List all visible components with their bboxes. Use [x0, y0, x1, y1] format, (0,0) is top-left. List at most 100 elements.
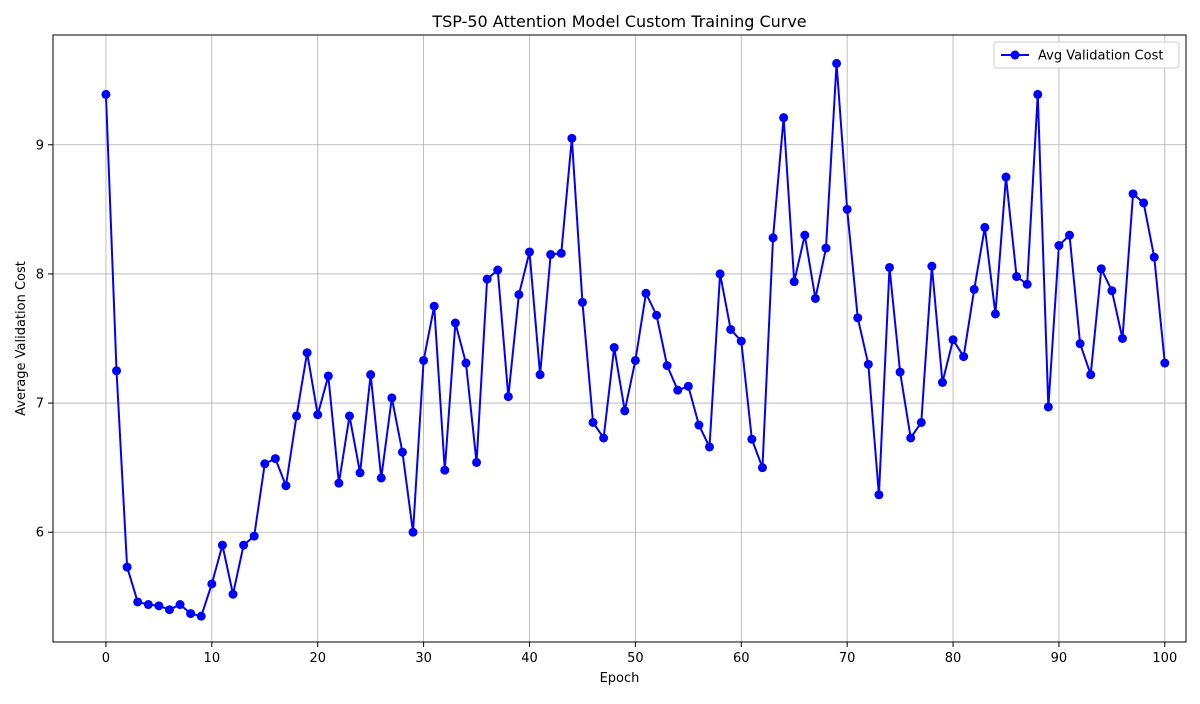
data-point [1033, 89, 1043, 99]
data-point [863, 359, 873, 369]
data-point [366, 370, 376, 380]
legend-box [993, 41, 1180, 69]
data-point [577, 297, 587, 307]
data-point [980, 222, 990, 232]
x-tick-label: 30 [415, 651, 432, 666]
data-point [323, 371, 333, 381]
data-point [1022, 279, 1032, 289]
data-point [270, 454, 280, 464]
data-point [154, 601, 164, 611]
data-point [705, 442, 714, 452]
data-point [609, 343, 619, 353]
data-point [408, 527, 418, 537]
plot-frame [52, 34, 1187, 643]
data-point [1149, 252, 1159, 262]
data-point [726, 324, 736, 334]
legend-label: Avg Validation Cost [1038, 49, 1163, 64]
data-point [1107, 286, 1117, 296]
y-tick-label: 9 [36, 138, 44, 153]
data-point [599, 433, 609, 443]
data-point [344, 411, 354, 421]
y-axis-title: Average Validation Cost [14, 261, 29, 416]
data-point [472, 457, 482, 467]
x-tick-label: 50 [627, 651, 644, 666]
data-point [1043, 402, 1053, 412]
data-point [694, 420, 704, 430]
data-point [990, 309, 1000, 319]
data-point [429, 301, 439, 311]
data-point [821, 243, 831, 253]
data-point [874, 490, 884, 500]
x-tick-label: 40 [521, 651, 538, 666]
data-point [683, 381, 693, 391]
data-point [164, 605, 174, 615]
data-point [397, 447, 407, 457]
data-point [419, 355, 429, 365]
data-point [800, 230, 810, 240]
data-point [440, 465, 450, 475]
x-tick-label: 80 [945, 651, 962, 666]
data-point [630, 355, 640, 365]
data-point [450, 318, 460, 328]
data-point [1096, 264, 1106, 274]
data-point [228, 589, 238, 599]
data-point [1012, 272, 1022, 282]
data-point [387, 393, 397, 403]
data-point [789, 277, 799, 287]
axis-ticks: 0 10 20 30 40 50 60 70 80 90 100 6 7 8 9 [36, 138, 1178, 666]
x-axis-title: Epoch [600, 671, 640, 686]
data-point [207, 579, 217, 589]
data-point [927, 261, 937, 271]
x-tick-label: 70 [839, 651, 856, 666]
y-tick-label: 6 [36, 526, 44, 541]
data-point [1054, 241, 1064, 251]
data-point [535, 370, 545, 380]
data-point [175, 600, 185, 610]
data-point [302, 348, 312, 358]
data-point [281, 481, 291, 491]
data-point [493, 265, 503, 275]
legend: Avg Validation Cost [993, 41, 1180, 69]
data-point [916, 417, 926, 427]
grid [53, 35, 1186, 642]
x-tick-label: 20 [309, 651, 326, 666]
y-tick-label: 8 [36, 267, 44, 282]
data-point [959, 352, 969, 362]
data-point [556, 248, 566, 258]
x-tick-label: 90 [1051, 651, 1068, 666]
data-point [906, 433, 916, 443]
data-point [239, 540, 249, 550]
data-point [143, 600, 153, 610]
data-point [842, 204, 852, 214]
data-point [768, 233, 778, 243]
data-point [1160, 358, 1170, 368]
data-point [620, 406, 630, 416]
series-layer [101, 58, 1170, 621]
data-point [292, 411, 302, 421]
data-point [715, 269, 725, 279]
data-point [1075, 339, 1085, 349]
data-point [133, 597, 143, 607]
data-point [779, 113, 789, 123]
y-tick-label: 7 [36, 397, 44, 412]
data-point [461, 358, 471, 368]
data-point [853, 313, 863, 323]
x-tick-label: 60 [733, 651, 750, 666]
data-point [747, 434, 757, 444]
x-tick-label: 10 [204, 651, 221, 666]
data-point [1128, 189, 1138, 199]
data-point [673, 385, 683, 395]
data-point [503, 392, 513, 402]
data-point [1001, 172, 1011, 182]
x-tick-label: 100 [1152, 651, 1177, 666]
data-point [122, 562, 132, 572]
data-point [112, 366, 122, 376]
data-point [810, 293, 820, 303]
data-point [832, 58, 842, 68]
legend-marker-swatch [1010, 50, 1020, 60]
data-point [313, 410, 323, 420]
data-point [355, 468, 365, 478]
